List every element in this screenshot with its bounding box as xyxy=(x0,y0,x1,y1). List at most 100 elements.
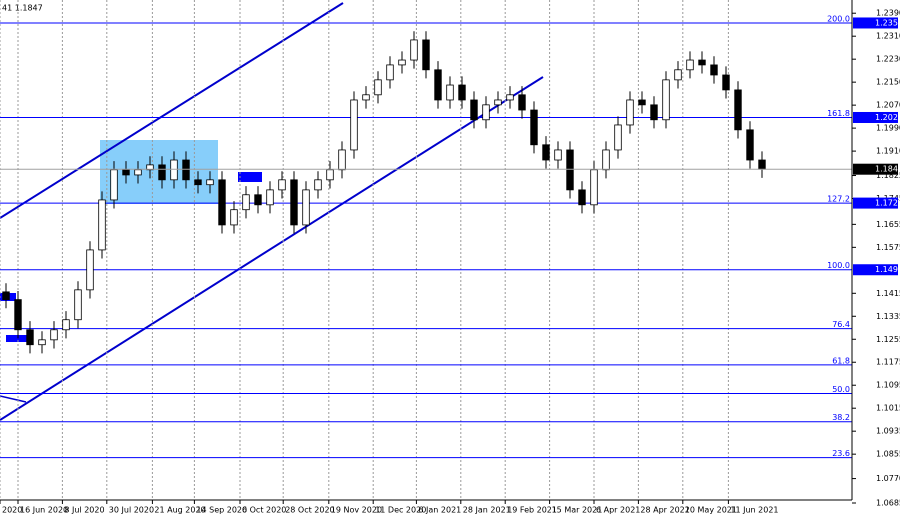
candle-body xyxy=(446,84,454,101)
fib-price-label: 1.2356 xyxy=(875,18,900,27)
candle-body xyxy=(470,99,478,121)
candle-body xyxy=(326,169,334,181)
y-tick-label: 1.2070 xyxy=(876,101,900,110)
candle-body xyxy=(614,124,622,151)
candle-body xyxy=(566,149,574,191)
last-price-label: 1.1847 xyxy=(875,165,900,174)
candle-body xyxy=(146,164,154,171)
candle-body xyxy=(74,289,82,321)
fib-label: 76.4 xyxy=(832,320,850,329)
trend-line xyxy=(0,395,27,403)
candle-body xyxy=(266,189,274,206)
y-tick-label: 1.1095 xyxy=(876,381,900,390)
candle-body xyxy=(254,194,262,206)
x-tick-label: 6 Oct 2020 xyxy=(242,506,286,515)
fib-label: 38.2 xyxy=(832,413,850,422)
candle-body xyxy=(722,74,730,91)
candle-body xyxy=(398,59,406,66)
candle-body xyxy=(314,179,322,191)
fib-price-box xyxy=(853,264,898,276)
fib-price-box xyxy=(853,17,898,29)
y-tick-label: 1.0935 xyxy=(876,427,900,436)
fib-label: 200.0 xyxy=(827,14,850,23)
y-tick-label: 1.2150 xyxy=(876,78,900,87)
x-tick-label: 28 Oct 2020 xyxy=(285,506,334,515)
candle-body xyxy=(410,39,418,61)
y-tick-label: 1.1655 xyxy=(876,220,900,229)
y-tick-label: 1.2230 xyxy=(876,55,900,64)
x-tick-label: 19 Feb 2021 xyxy=(507,506,557,515)
price-boxes: 1.2356 1.2027 1.1729 1.1497 xyxy=(853,17,900,276)
y-tick-label: 1.1175 xyxy=(876,358,900,367)
candle-body xyxy=(38,339,46,346)
channel-lower xyxy=(0,76,544,421)
candle-body xyxy=(302,189,310,226)
x-tick-label: 21 Aug 2020 xyxy=(154,506,205,515)
x-tick-label: 20 May 2021 xyxy=(685,506,737,515)
y-tick-label: 1.1910 xyxy=(876,147,900,156)
candle-body xyxy=(434,69,442,101)
x-tick-label: 2020 xyxy=(2,506,22,515)
candle-body xyxy=(194,179,202,186)
x-tick-label: 6 Apr 2021 xyxy=(596,506,640,515)
candle-body xyxy=(422,39,430,71)
candle-body xyxy=(218,179,226,226)
y-tick-label: 1.0685 xyxy=(876,499,900,508)
fib-label: 161.8 xyxy=(827,109,850,118)
y-tick-label: 1.1990 xyxy=(876,124,900,133)
candle-body xyxy=(662,79,670,121)
candle-body xyxy=(386,64,394,81)
candle-body xyxy=(182,159,190,181)
y-tick-label: 1.1575 xyxy=(876,243,900,252)
candle-body xyxy=(626,99,634,126)
fib-price-label: 1.1497 xyxy=(875,265,900,274)
fib-label: 127.2 xyxy=(827,195,850,204)
y-tick-label: 1.0770 xyxy=(876,474,900,483)
y-tick-label: 1.1825 xyxy=(876,171,900,180)
candle-body xyxy=(62,319,70,331)
candle-body xyxy=(86,249,94,291)
candle-body xyxy=(482,104,490,121)
candle-body xyxy=(26,329,34,346)
x-tick-label: 15 Mar 2021 xyxy=(552,506,603,515)
y-tick-label: 1.2390 xyxy=(876,9,900,18)
candle-body xyxy=(650,104,658,121)
candle-body xyxy=(122,169,130,176)
candle-body xyxy=(602,149,610,171)
candle-body xyxy=(734,89,742,131)
candle-body xyxy=(14,299,22,331)
fib-label: 50.0 xyxy=(832,385,850,394)
candle-body xyxy=(230,209,238,226)
fib-label: 100.0 xyxy=(827,261,850,270)
candle-body xyxy=(242,194,250,211)
candle-body xyxy=(374,79,382,96)
y-tick-label: 1.2310 xyxy=(876,32,900,41)
candle-body xyxy=(206,179,214,186)
candle-body xyxy=(746,129,754,161)
y-tick-label: 1.0855 xyxy=(876,450,900,459)
marker-box xyxy=(6,335,28,342)
candle-body xyxy=(350,99,358,151)
candle-body xyxy=(554,149,562,161)
candle-body xyxy=(494,99,502,106)
x-tick-label: 30 Jul 2020 xyxy=(109,506,154,515)
channel-upper xyxy=(0,2,344,219)
candle-body xyxy=(158,164,166,181)
candle-body xyxy=(338,149,346,171)
candle-body xyxy=(530,109,538,146)
fib-price-box xyxy=(853,197,898,209)
candle-body xyxy=(2,291,10,301)
candle-body xyxy=(134,169,142,176)
x-tick-label: 28 Jan 2021 xyxy=(463,506,511,515)
candle-body xyxy=(278,179,286,191)
candle-body xyxy=(50,329,58,341)
x-tick-label: 6 Jan 2021 xyxy=(418,506,461,515)
candle-body xyxy=(686,59,694,71)
last-price-box xyxy=(853,163,898,175)
fib-price-box xyxy=(853,111,898,123)
candle-body xyxy=(506,94,514,101)
x-tick-label: 11 Dec 2020 xyxy=(375,506,426,515)
candle-body xyxy=(290,179,298,226)
y-tick-label: 1.1255 xyxy=(876,335,900,344)
